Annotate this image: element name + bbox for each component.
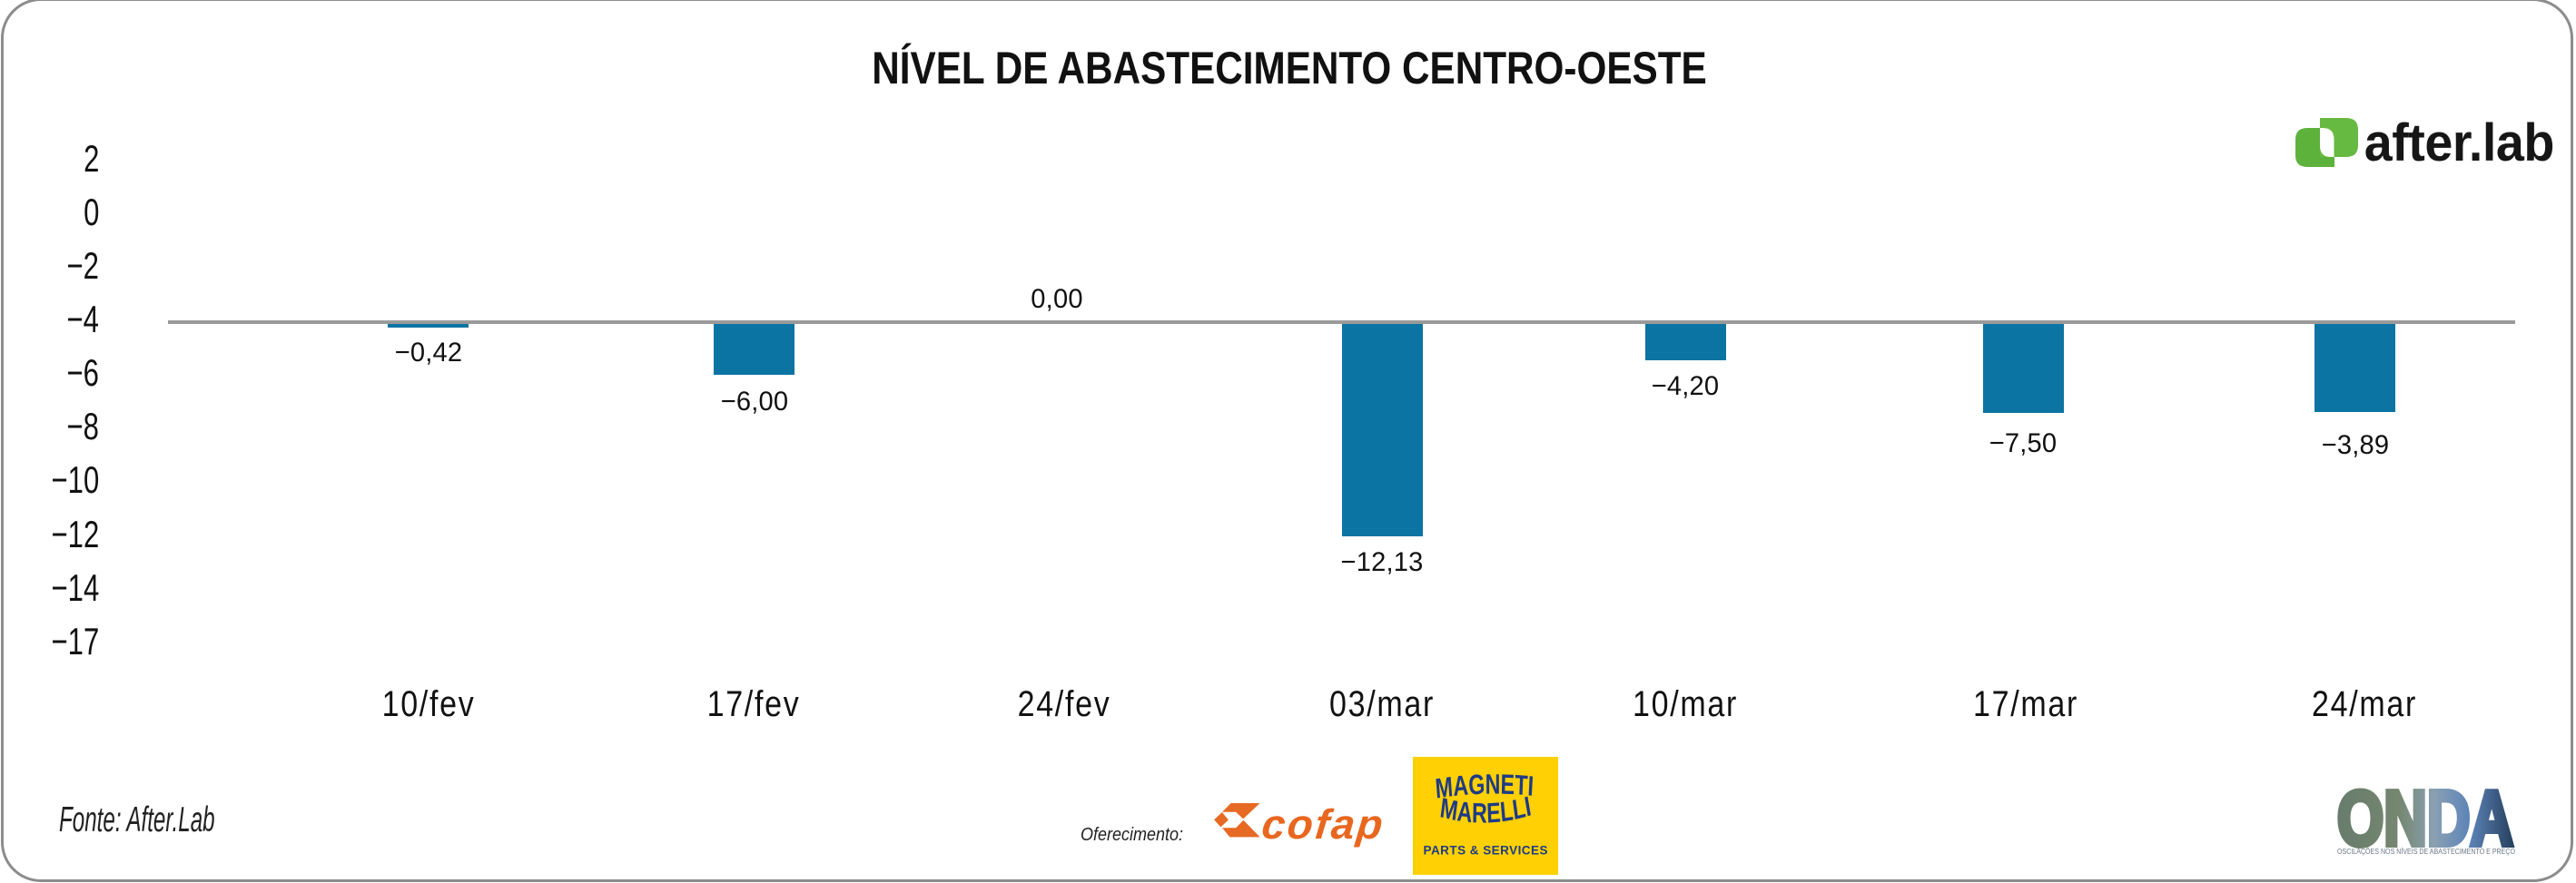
svg-text:MAGNETI: MAGNETI [1434,768,1535,804]
svg-text:PARTS & SERVICES: PARTS & SERVICES [1424,844,1548,858]
svg-text:OSCILAÇÕES NOS NÍVEIS DE ABAST: OSCILAÇÕES NOS NÍVEIS DE ABASTECIMENTO E… [2337,848,2515,856]
svg-text:ONDA: ONDA [2337,776,2513,862]
